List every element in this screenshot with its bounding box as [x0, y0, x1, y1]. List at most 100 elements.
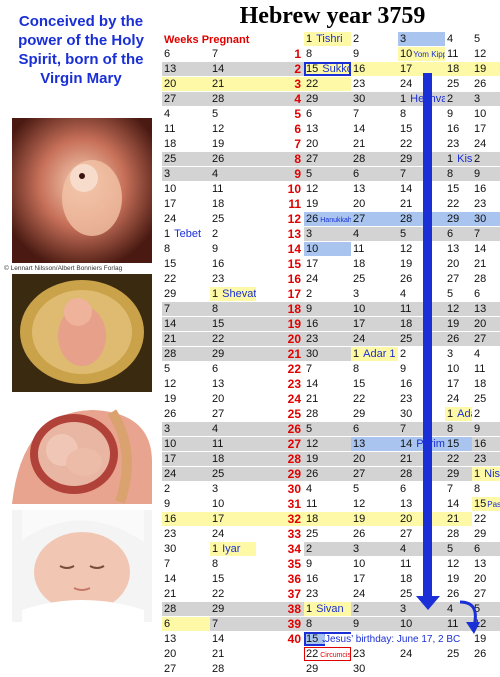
day-cell: 16 — [210, 257, 256, 271]
day-number: 16 — [212, 258, 225, 270]
day-number: 11 — [164, 123, 176, 135]
day-number: 7 — [400, 168, 407, 180]
week-number: 20 — [287, 332, 301, 346]
day-cell: 3 — [398, 32, 445, 46]
day-number: 26 — [353, 528, 366, 540]
day-number: 5 — [353, 483, 360, 495]
calendar-row: 30 1 Iyar 34 2 3 4 5 6 — [162, 542, 500, 557]
day-cell: 29 — [210, 602, 256, 616]
day-cell: 2 — [304, 287, 351, 301]
day-number: 26 — [400, 273, 413, 285]
day-cell: 11 — [398, 302, 445, 316]
day-cell: 11 — [445, 617, 472, 631]
day-number: 3 — [447, 348, 454, 360]
day-number: 23 — [212, 273, 225, 285]
day-number: 2 — [400, 348, 407, 360]
day-number: 11 — [400, 558, 412, 570]
day-number: 24 — [212, 528, 225, 540]
day-cell: 19 — [398, 257, 445, 271]
calendar-row: 10 11 10 12 13 14 15 16 — [162, 182, 500, 197]
day-cell: 9 — [304, 557, 351, 571]
day-number: 22 — [447, 453, 460, 465]
day-number: 19 — [164, 393, 177, 405]
day-number: 26 — [212, 153, 225, 165]
day-cell: 7 — [162, 302, 210, 316]
week-number: 32 — [287, 512, 301, 526]
day-number: 1 — [212, 288, 219, 300]
day-cell: 16 — [472, 437, 500, 451]
day-cell: 10 — [162, 437, 210, 451]
day-cell: 24 — [472, 137, 500, 151]
day-cell: 13 — [472, 302, 500, 316]
weeks-cell: 16 — [256, 272, 304, 286]
day-cell: 26 — [162, 407, 210, 421]
week-number: 2 — [294, 62, 301, 76]
day-cell: 13 — [162, 632, 210, 646]
calendar-row: 6 7 39 8 9 10 11 12 — [162, 617, 500, 632]
day-cell: 5 — [445, 287, 472, 301]
day-cell: 24 — [351, 332, 398, 346]
calendar-row: 8 9 14 10 11 12 13 14 — [162, 242, 500, 257]
day-number: 13 — [353, 183, 366, 195]
day-number: 25 — [400, 588, 413, 600]
day-number: 1 — [447, 408, 454, 420]
day-cell: 2 — [472, 152, 500, 166]
day-number: 14 — [212, 63, 225, 75]
day-cell: 14 — [398, 182, 445, 196]
day-cell — [256, 32, 304, 46]
day-number: 16 — [164, 513, 177, 525]
day-number: 19 — [474, 633, 487, 645]
day-number: 2 — [353, 33, 360, 45]
day-cell: 8 — [472, 482, 500, 496]
day-number: 25 — [474, 393, 487, 405]
day-cell: 5 — [210, 107, 256, 121]
day-cell: 1 Tebet — [162, 227, 210, 241]
day-cell: 25 — [210, 467, 256, 481]
day-cell: 28 — [445, 527, 472, 541]
day-number: 6 — [474, 288, 481, 300]
day-number: 28 — [400, 468, 413, 480]
day-cell: 22 — [445, 452, 472, 466]
day-number: 13 — [212, 378, 225, 390]
day-cell: 20 — [162, 77, 210, 91]
day-number: 9 — [400, 363, 407, 375]
day-cell: 22 — [304, 77, 351, 91]
day-cell: 2 — [351, 602, 398, 616]
day-cell: 9 — [398, 362, 445, 376]
weeks-cell: 19 — [256, 317, 304, 331]
day-cell: 11 — [472, 362, 500, 376]
day-number: 20 — [212, 393, 225, 405]
day-cell — [210, 32, 256, 46]
day-cell: 15 — [162, 257, 210, 271]
day-cell: 17 — [304, 257, 351, 271]
day-number: 25 — [353, 273, 366, 285]
day-cell: 21 — [398, 197, 445, 211]
calendar-row: 20 21 3 22 23 24 25 26 — [162, 77, 500, 92]
day-cell: 29 — [304, 92, 351, 106]
weeks-cell: 22 — [256, 362, 304, 376]
weeks-cell: 33 — [256, 527, 304, 541]
holiday-label: Iyar — [222, 543, 241, 555]
day-number: 30 — [474, 213, 487, 225]
day-number: 10 — [164, 183, 177, 195]
day-cell: 23 — [304, 332, 351, 346]
day-number: 5 — [212, 108, 219, 120]
newborn-photo — [12, 510, 152, 622]
day-number: 9 — [447, 108, 454, 120]
day-number: 1 — [306, 33, 313, 45]
day-cell: 10Yom Kippur — [398, 47, 454, 61]
day-cell: 3 — [304, 227, 351, 241]
calendar-row: 24 25 29 26 27 28 29 1Nisan — [162, 467, 500, 482]
day-number: 21 — [212, 78, 225, 90]
weeks-cell: 35 — [256, 557, 304, 571]
day-number: 17 — [306, 258, 319, 270]
week-number: 1 — [294, 47, 301, 61]
day-cell: 25 — [472, 392, 500, 406]
day-number: 24 — [164, 213, 177, 225]
day-cell — [162, 32, 210, 46]
day-number: 23 — [474, 453, 487, 465]
day-number: 9 — [474, 423, 481, 435]
day-number: 15 — [306, 63, 319, 75]
day-cell: 17 — [445, 377, 472, 391]
day-number: 11 — [306, 498, 318, 510]
